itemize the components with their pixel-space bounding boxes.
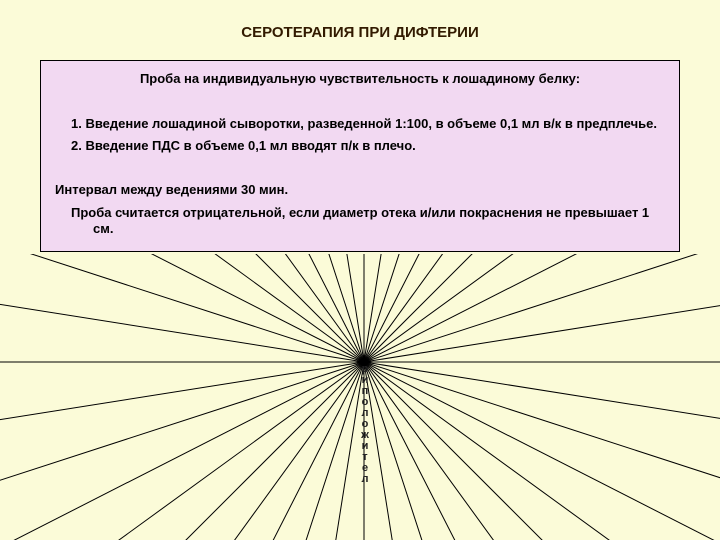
interval-line: Интервал между ведениями 30 мин. [55,182,665,198]
list-item-2: 2. Введение ПДС в объеме 0,1 мл вводят п… [55,138,665,154]
criteria-line: Проба считается отрицательной, если диам… [55,205,665,238]
spacer [55,160,665,176]
info-box: Проба на индивидуальную чувствительность… [40,60,680,252]
info-heading: Проба на индивидуальную чувствительность… [55,71,665,87]
slide-title: СЕРОТЕРАПИЯ ПРИ ДИФТЕРИИ [0,24,720,41]
list-item-1: 1. Введение лошадиной сыворотки, разведе… [55,116,665,132]
vertical-text-artifact: риположител [359,364,371,485]
spacer [55,93,665,109]
